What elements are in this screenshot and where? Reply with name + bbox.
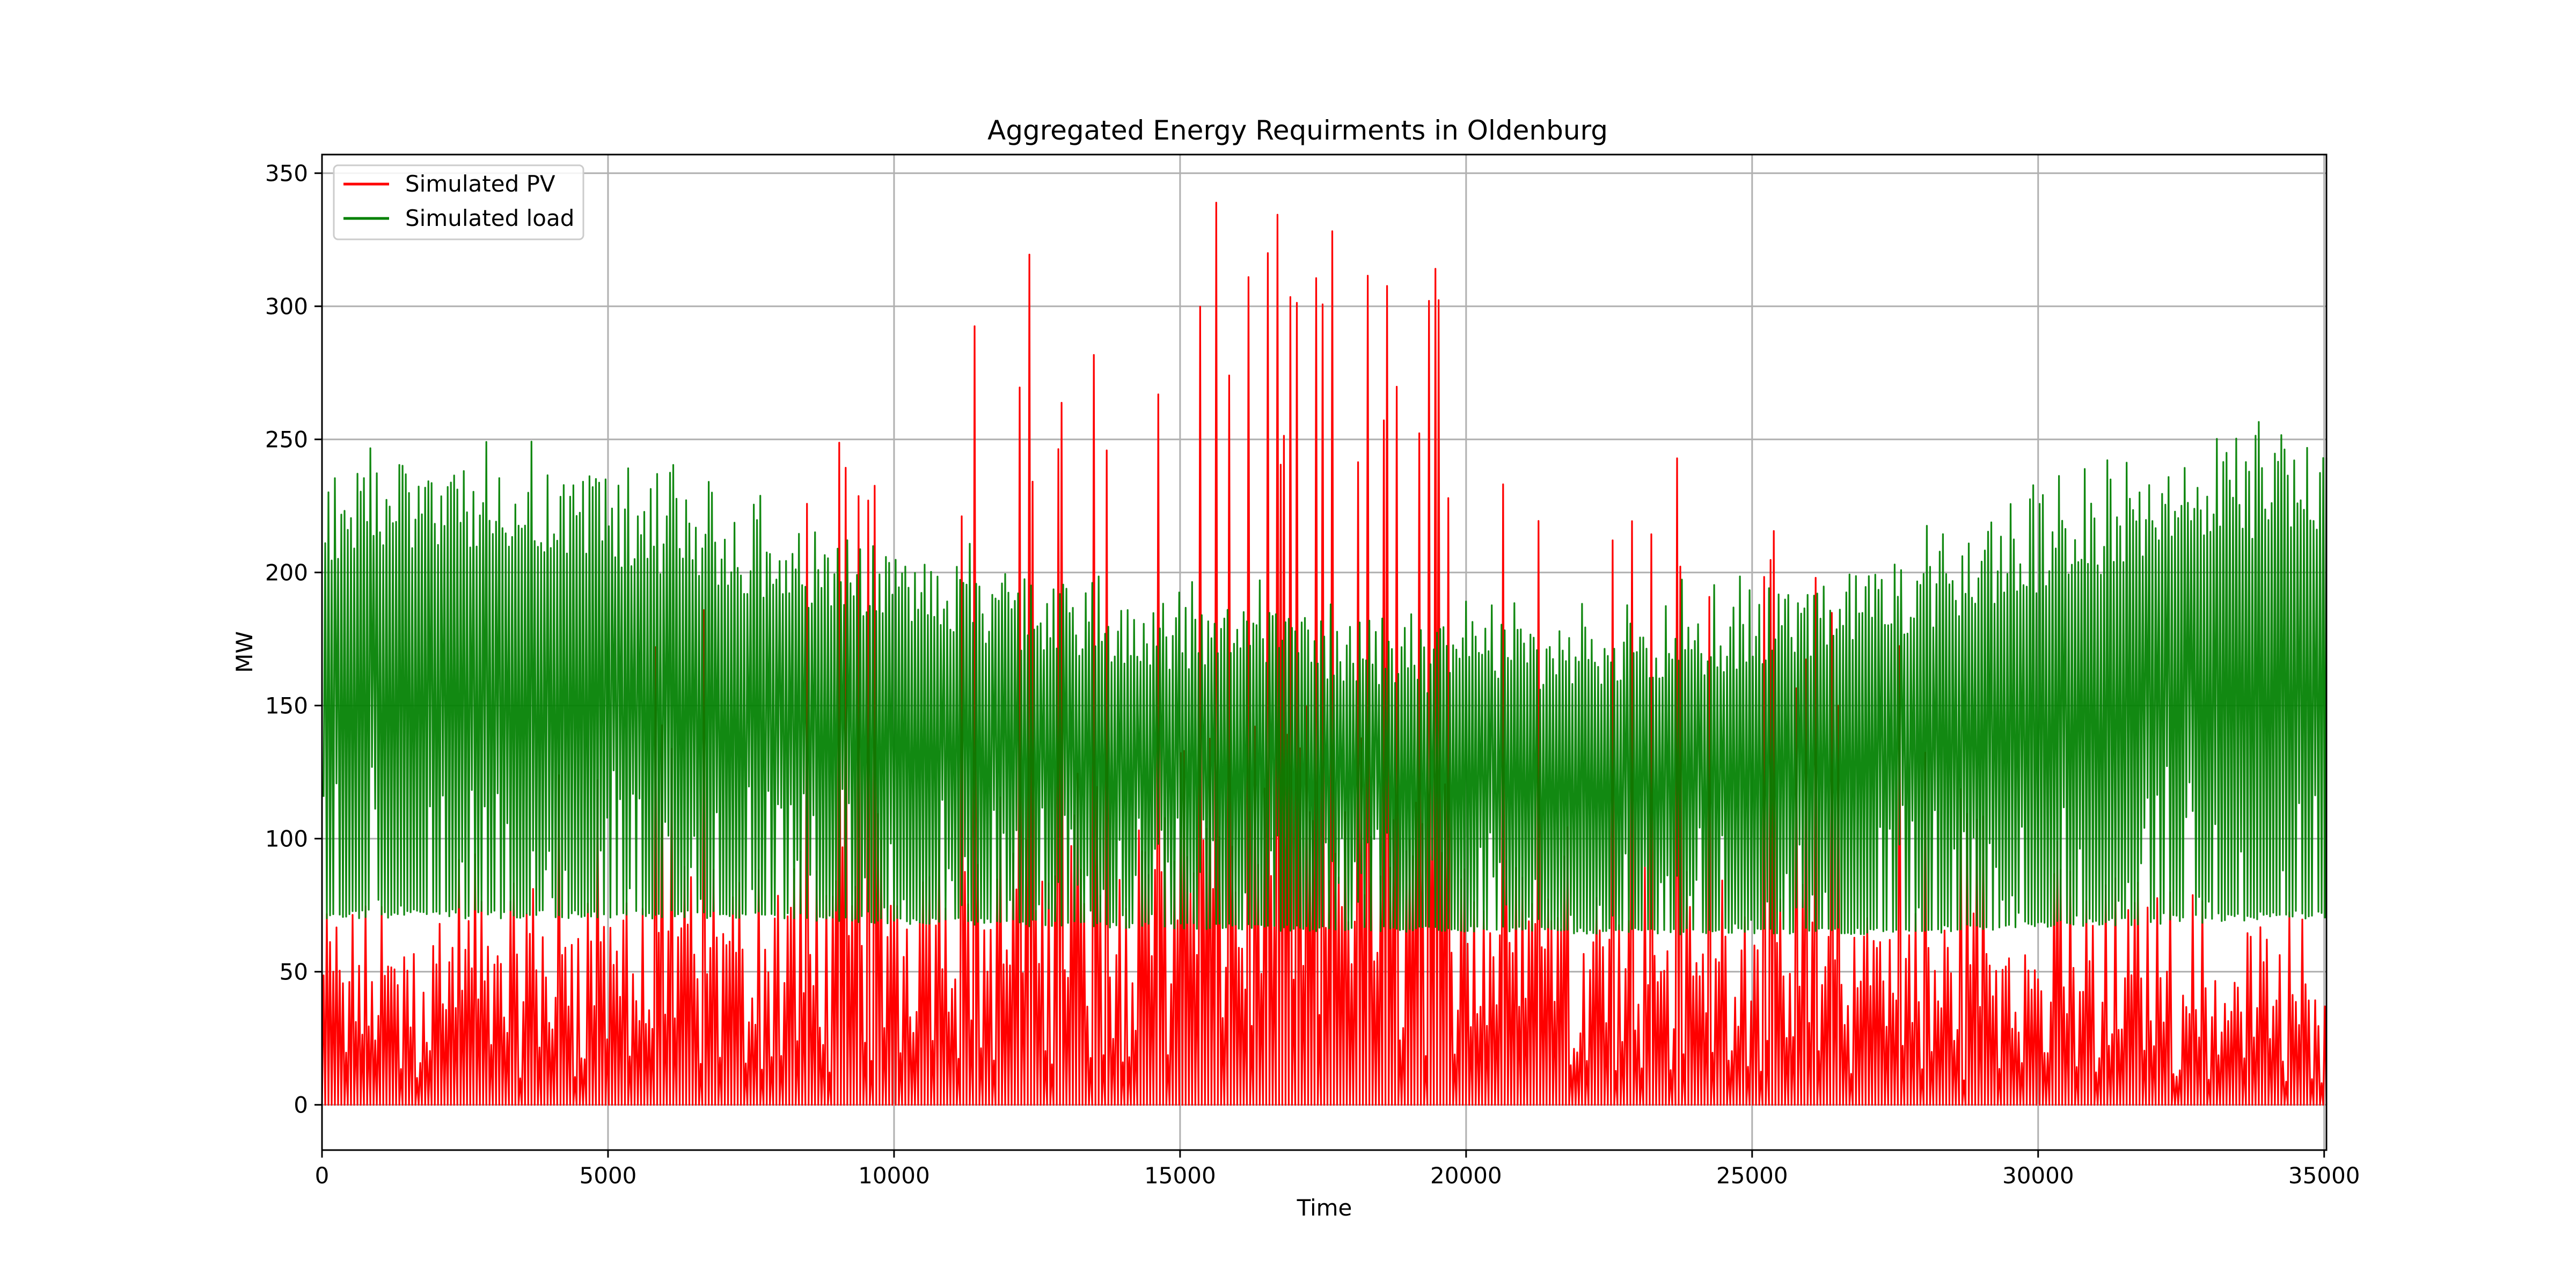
x-axis-ticks: 0 5000 10000 15000 20000 25000 30000 35000 xyxy=(315,1150,2360,1189)
y-tick-label: 0 xyxy=(294,1092,308,1118)
y-tick-label: 250 xyxy=(265,427,308,453)
series-simulated-load xyxy=(323,421,2328,935)
x-tick-label: 5000 xyxy=(580,1162,637,1189)
legend-box xyxy=(333,164,584,240)
y-tick-label: 350 xyxy=(265,160,308,187)
plot-area-frame xyxy=(321,153,2328,1151)
legend-label-simulated-load: Simulated load xyxy=(405,205,574,231)
legend: Simulated PV Simulated load xyxy=(333,164,584,240)
x-axis-label: Time xyxy=(1297,1195,1352,1221)
x-tick-label: 35000 xyxy=(2288,1162,2360,1189)
y-tick-label: 200 xyxy=(265,560,308,586)
y-axis-label: MW xyxy=(231,631,258,673)
series-line-simulated-load xyxy=(323,421,2328,935)
x-tick-label: 10000 xyxy=(858,1162,930,1189)
chart-title: Aggregated Energy Requirments in Oldenbu… xyxy=(987,115,1608,146)
x-tick-label: 15000 xyxy=(1144,1162,1216,1189)
x-tick-label: 0 xyxy=(315,1162,330,1189)
y-tick-label: 300 xyxy=(265,294,308,320)
y-axis-ticks: 0 50 100 150 200 250 300 350 xyxy=(265,160,322,1118)
y-tick-label: 50 xyxy=(280,959,308,985)
legend-label-simulated-pv: Simulated PV xyxy=(405,171,555,197)
x-tick-label: 20000 xyxy=(1430,1162,1502,1189)
y-tick-label: 100 xyxy=(265,826,308,852)
x-tick-label: 25000 xyxy=(1716,1162,1788,1189)
y-tick-label: 150 xyxy=(265,693,308,719)
x-tick-label: 30000 xyxy=(2002,1162,2074,1189)
